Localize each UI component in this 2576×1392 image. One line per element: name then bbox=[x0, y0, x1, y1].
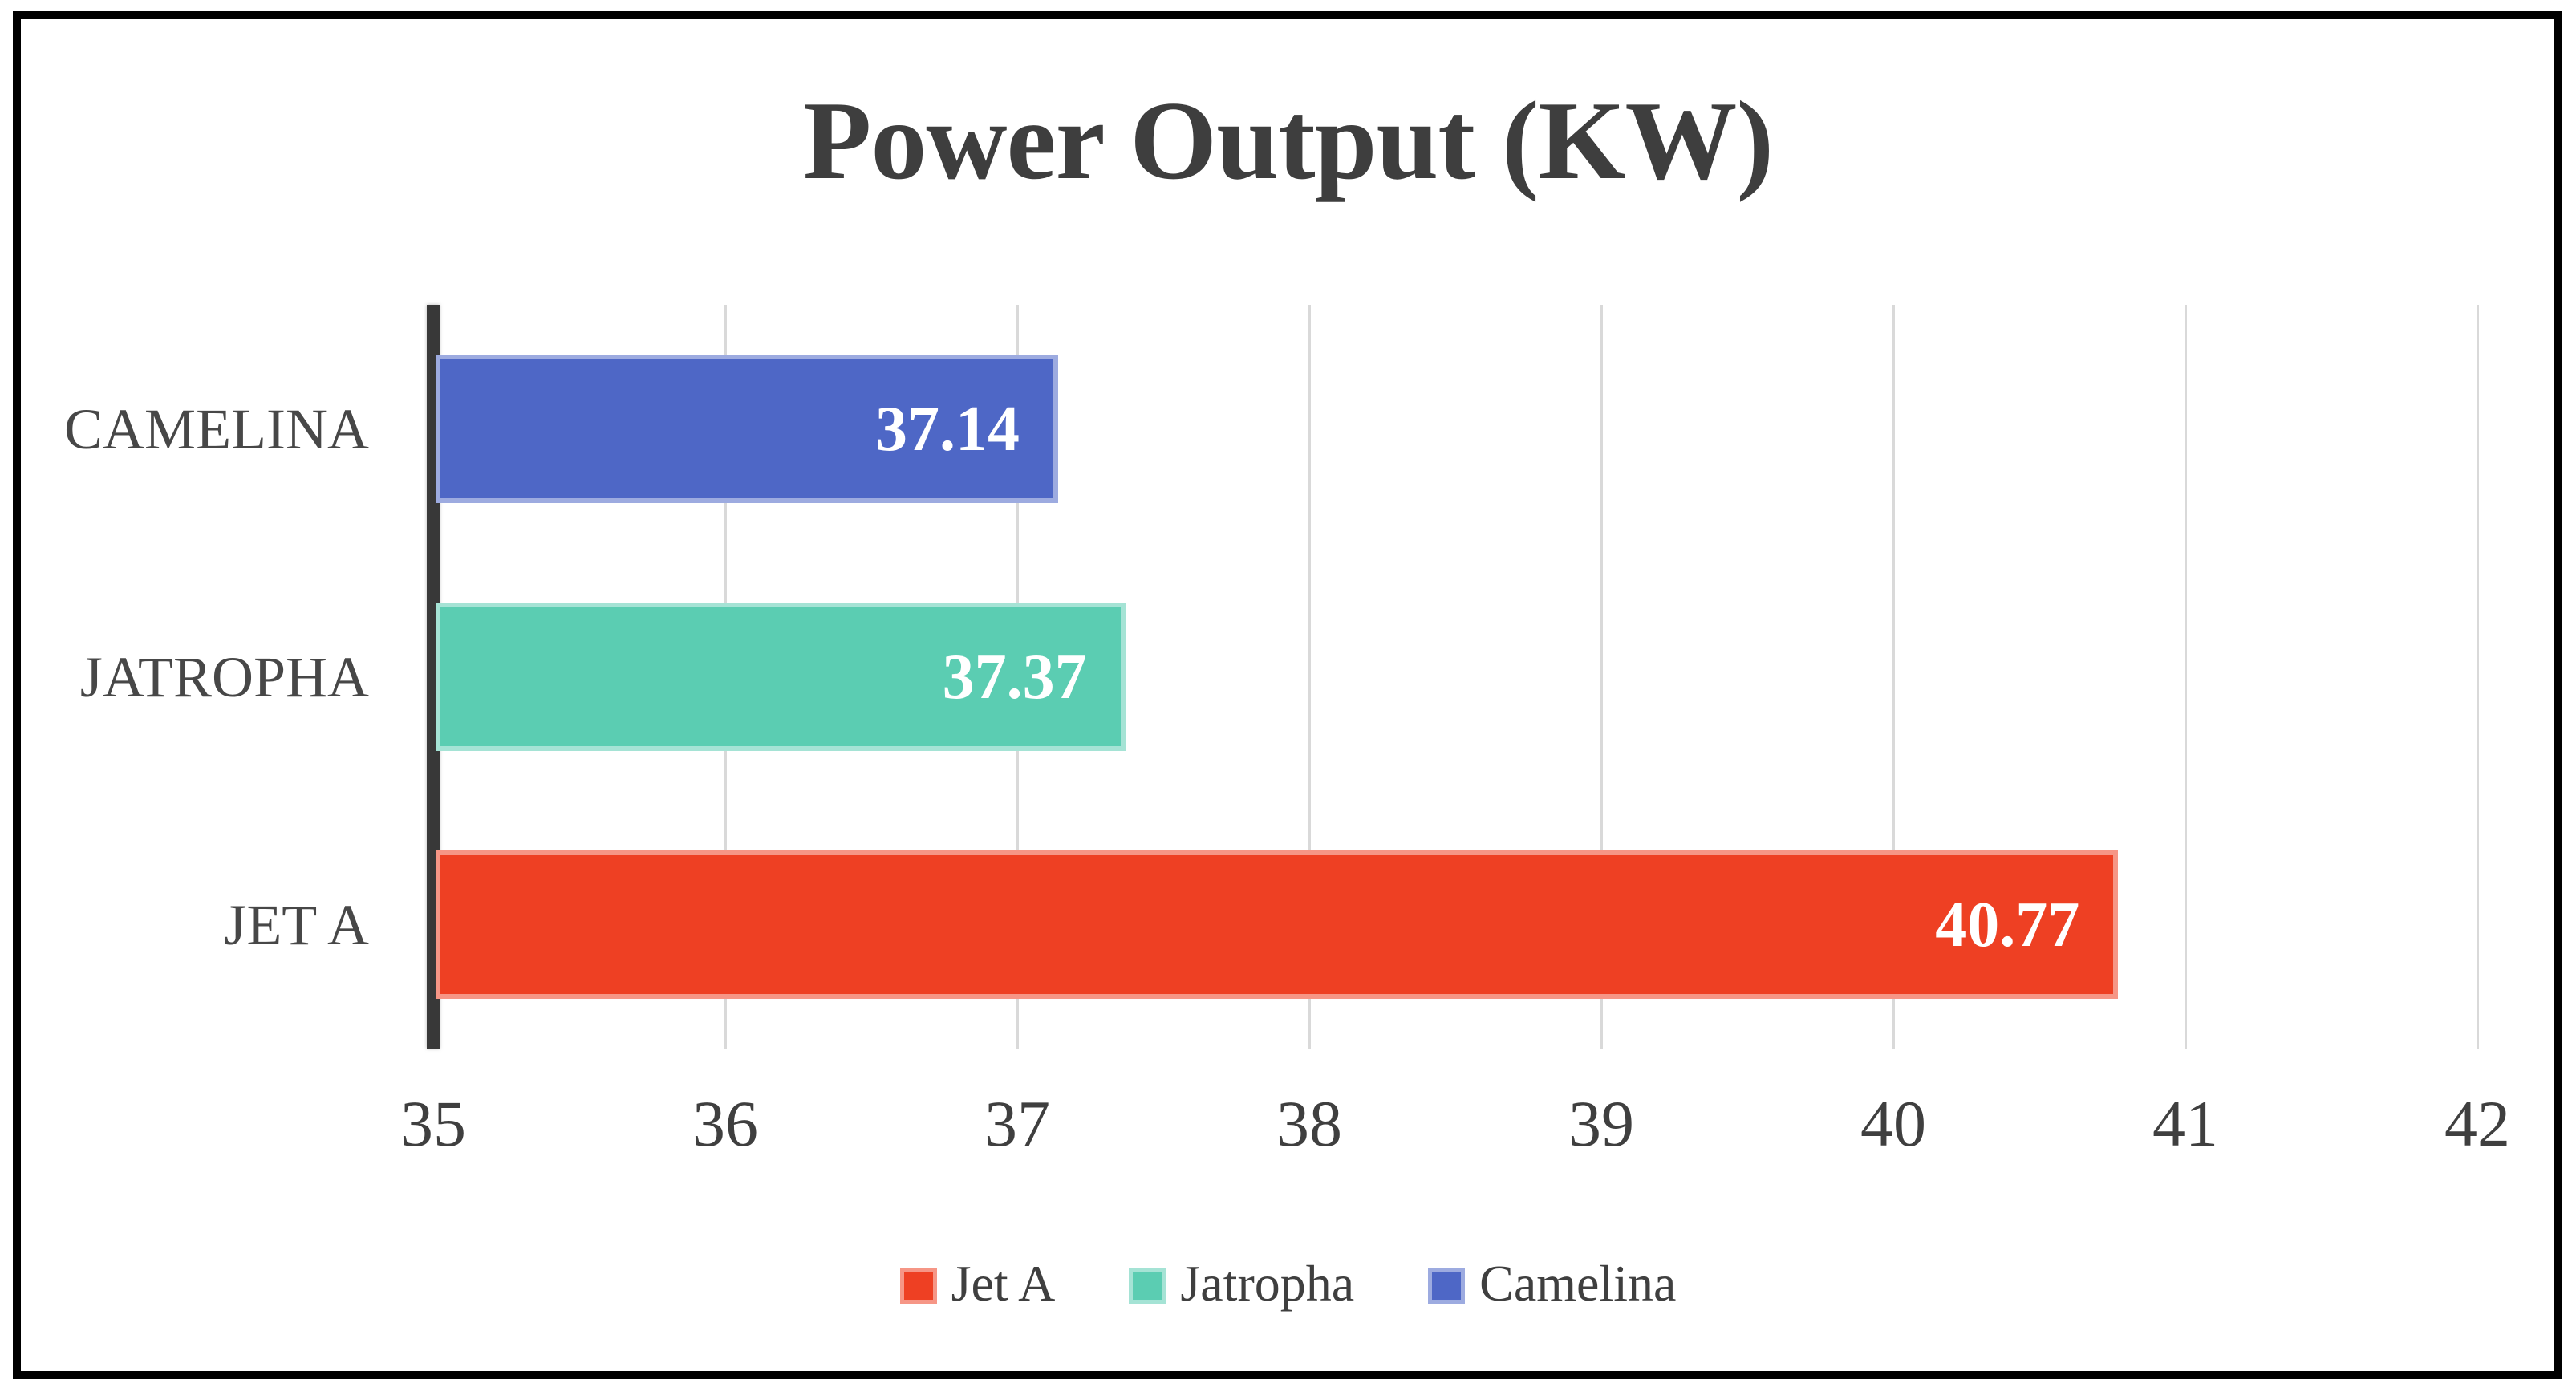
x-tick-label-39: 39 bbox=[1568, 1087, 1634, 1160]
gridline-41 bbox=[2184, 305, 2187, 1049]
bar-value-label: 37.37 bbox=[942, 641, 1087, 712]
x-tick-label-40: 40 bbox=[1860, 1087, 1926, 1160]
legend-swatch-icon bbox=[1428, 1268, 1466, 1304]
gridline-42 bbox=[2476, 305, 2479, 1049]
category-label-jet-a: JET A bbox=[224, 892, 369, 957]
legend: Jet A Jatropha Camelina bbox=[0, 1242, 2576, 1330]
gridline-39 bbox=[1600, 305, 1603, 1049]
gridline-40 bbox=[1892, 305, 1895, 1049]
legend-label: Jatropha bbox=[1180, 1255, 1355, 1312]
legend-label: Jet A bbox=[951, 1255, 1056, 1312]
bar-camelina: 37.14 bbox=[436, 355, 1058, 503]
x-tick-label-38: 38 bbox=[1276, 1087, 1342, 1160]
legend-item-camelina: Camelina bbox=[1428, 1258, 1676, 1314]
chart-title: Power Output (KW) bbox=[802, 79, 1774, 203]
category-label-camelina: CAMELINA bbox=[64, 396, 369, 461]
gridline-38 bbox=[1308, 305, 1311, 1049]
category-label-jatropha: JATROPHA bbox=[79, 644, 369, 709]
x-tick-label-42: 42 bbox=[2444, 1087, 2510, 1160]
x-tick-label-37: 37 bbox=[984, 1087, 1050, 1160]
legend-swatch-icon bbox=[1129, 1268, 1166, 1304]
x-tick-label-41: 41 bbox=[2152, 1087, 2218, 1160]
bar-jet-a: 40.77 bbox=[436, 850, 2119, 999]
legend-item-jatropha: Jatropha bbox=[1129, 1258, 1354, 1314]
legend-label: Camelina bbox=[1479, 1255, 1677, 1312]
x-tick-label-36: 36 bbox=[692, 1087, 758, 1160]
x-tick-label-35: 35 bbox=[400, 1087, 466, 1160]
bar-jatropha: 37.37 bbox=[436, 603, 1126, 751]
chart-frame bbox=[13, 11, 2562, 1379]
legend-item-jet-a: Jet A bbox=[899, 1255, 1056, 1314]
bar-value-label: 40.77 bbox=[1935, 889, 2080, 960]
legend-swatch-icon bbox=[899, 1268, 937, 1304]
bar-value-label: 37.14 bbox=[874, 393, 1020, 465]
